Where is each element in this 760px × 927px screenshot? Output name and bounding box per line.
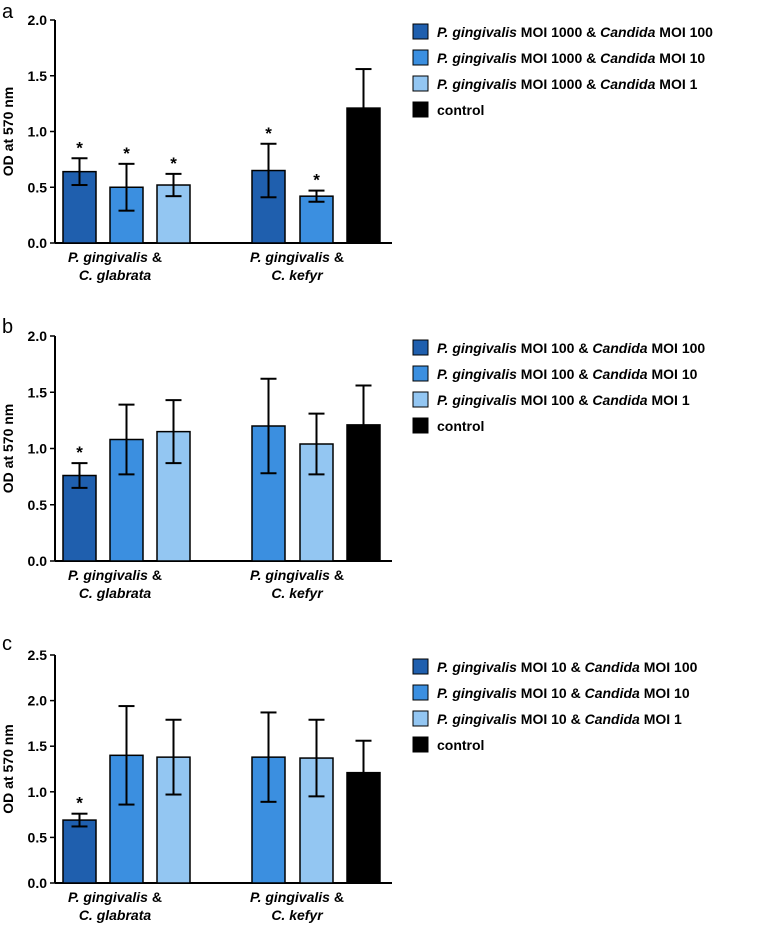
category-label-line1: P. gingivalis &	[68, 249, 162, 265]
legend-swatch	[412, 417, 429, 434]
y-tick-label: 1.0	[28, 784, 48, 800]
category-label-line2: C. kefyr	[271, 585, 324, 601]
legend-swatch	[412, 365, 429, 382]
legend-swatch	[412, 710, 429, 727]
y-tick-label: 2.0	[28, 328, 48, 344]
significance-marker: *	[265, 124, 272, 143]
y-axis-label: OD at 570 nm	[0, 87, 16, 176]
category-label-line2: C. glabrata	[79, 267, 152, 283]
significance-marker: *	[123, 144, 130, 163]
category-label-line1: P. gingivalis &	[250, 567, 344, 583]
legend-entry: control	[437, 102, 484, 118]
category-label-line1: P. gingivalis &	[68, 889, 162, 905]
y-tick-label: 0.0	[28, 235, 48, 251]
legend-swatch	[412, 339, 429, 356]
category-label-line2: C. glabrata	[79, 585, 152, 601]
legend-entry: P. gingivalis MOI 10 & Candida MOI 100	[437, 659, 698, 675]
y-axis-label: OD at 570 nm	[0, 404, 16, 493]
significance-marker: *	[313, 171, 320, 190]
legend-entry: P. gingivalis MOI 1000 & Candida MOI 100	[437, 24, 713, 40]
y-tick-label: 2.0	[28, 693, 48, 709]
legend-swatch	[412, 49, 429, 66]
legend: P. gingivalis MOI 1000 & Candida MOI 100…	[412, 23, 713, 118]
chart-panel-a: a OD at 570 nm 0.0 0.5 1.0 1.5 2.0 * * * * * P. ging…	[0, 1, 713, 283]
y-tick-label: 0.5	[28, 497, 48, 513]
y-tick-label: 1.5	[28, 738, 48, 754]
panel-label: c	[2, 633, 12, 655]
legend-entry: P. gingivalis MOI 100 & Candida MOI 1	[437, 392, 690, 408]
y-tick-label: 0.0	[28, 875, 48, 891]
bar-a-5	[299, 195, 334, 244]
legend-entry: P. gingivalis MOI 100 & Candida MOI 10	[437, 366, 698, 382]
legend-entry: P. gingivalis MOI 1000 & Candida MOI 10	[437, 50, 705, 66]
legend-swatch	[412, 75, 429, 92]
legend-entry: P. gingivalis MOI 1000 & Candida MOI 1	[437, 76, 698, 92]
y-axis-label: OD at 570 nm	[0, 724, 16, 813]
y-tick-label: 2.0	[28, 12, 48, 28]
legend: P. gingivalis MOI 10 & Candida MOI 100 P.…	[412, 658, 698, 753]
significance-marker: *	[76, 443, 83, 462]
legend-swatch	[412, 23, 429, 40]
panel-label: b	[2, 316, 13, 338]
category-label-line1: P. gingivalis &	[250, 249, 344, 265]
bar-c-1	[62, 819, 97, 884]
legend: P. gingivalis MOI 100 & Candida MOI 100 P…	[412, 339, 705, 434]
significance-marker: *	[76, 794, 83, 813]
y-tick-label: 1.0	[28, 124, 48, 140]
legend-swatch	[412, 736, 429, 753]
legend-entry: P. gingivalis MOI 10 & Candida MOI 10	[437, 685, 690, 701]
legend-entry: control	[437, 418, 484, 434]
legend-swatch	[412, 101, 429, 118]
y-tick-label: 0.5	[28, 179, 48, 195]
y-tick-label: 2.5	[28, 647, 48, 663]
y-tick-label: 0.5	[28, 829, 48, 845]
category-label-line1: P. gingivalis &	[250, 889, 344, 905]
chart-panel-c: c OD at 570 nm 0.0 0.5 1.0 1.5 2.0 2.5 * P. gingi…	[0, 633, 698, 923]
significance-marker: *	[76, 138, 83, 157]
legend-entry: P. gingivalis MOI 100 & Candida MOI 100	[437, 340, 705, 356]
category-label-line2: C. glabrata	[79, 907, 152, 923]
y-tick-label: 1.0	[28, 441, 48, 457]
legend-swatch	[412, 658, 429, 675]
chart-panel-b: b OD at 570 nm 0.0 0.5 1.0 1.5 2.0 * P. gingival…	[0, 316, 705, 601]
category-label-line1: P. gingivalis &	[68, 567, 162, 583]
legend-entry: P. gingivalis MOI 10 & Candida MOI 1	[437, 711, 682, 727]
legend-entry: control	[437, 737, 484, 753]
significance-marker: *	[170, 154, 177, 173]
panel-label: a	[2, 1, 14, 23]
legend-swatch	[412, 391, 429, 408]
legend-swatch	[412, 684, 429, 701]
category-label-line2: C. kefyr	[271, 907, 324, 923]
y-tick-label: 0.0	[28, 553, 48, 569]
category-label-line2: C. kefyr	[271, 267, 324, 283]
y-tick-label: 1.5	[28, 384, 48, 400]
y-tick-label: 1.5	[28, 68, 48, 84]
